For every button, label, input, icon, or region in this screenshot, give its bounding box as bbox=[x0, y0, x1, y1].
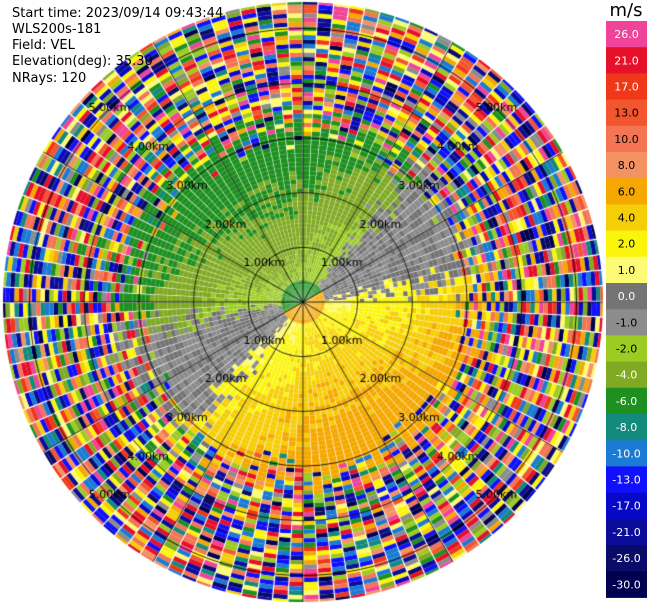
colorbar-tick-label: -30.0 bbox=[612, 578, 640, 591]
colorbar-tick-label: 21.0 bbox=[614, 54, 639, 67]
elevation-label: Elevation(deg): 35.30 bbox=[12, 54, 153, 69]
colorbar-tick-label: 1.0 bbox=[618, 264, 636, 277]
colorbar-tick-label: -2.0 bbox=[616, 343, 637, 356]
colorbar-segment bbox=[606, 414, 647, 441]
colorbar-tick-label: -8.0 bbox=[616, 421, 637, 434]
colorbar-segment bbox=[606, 335, 647, 363]
colorbar-tick-label: -1.0 bbox=[616, 316, 637, 329]
ppi-velocity-plot bbox=[0, 0, 606, 607]
colorbar-segment bbox=[606, 256, 647, 284]
colorbar-segment bbox=[606, 73, 647, 101]
colorbar-segment bbox=[606, 283, 647, 310]
colorbar-tick-label: -17.0 bbox=[612, 500, 640, 513]
colorbar-tick-label: 17.0 bbox=[614, 81, 639, 94]
field-label: Field: VEL bbox=[12, 38, 75, 53]
colorbar-segment bbox=[606, 204, 647, 232]
colorbar-tick-label: -4.0 bbox=[616, 369, 637, 382]
colorbar-segment bbox=[606, 545, 647, 572]
colorbar-tick-label: -6.0 bbox=[616, 395, 637, 408]
colorbar-tick-label: 4.0 bbox=[618, 212, 636, 225]
colorbar-segment bbox=[606, 125, 647, 153]
colorbar-segment bbox=[606, 47, 647, 74]
colorbar-segment bbox=[606, 152, 647, 179]
colorbar-segment bbox=[606, 440, 647, 467]
colorbar-segment bbox=[606, 361, 647, 389]
colorbar-segment bbox=[606, 309, 647, 336]
colorbar-tick-label: -21.0 bbox=[612, 526, 640, 539]
colorbar-unit: m/s bbox=[609, 0, 643, 21]
colorbar-segment bbox=[606, 571, 647, 598]
colorbar-segment bbox=[606, 99, 647, 127]
colorbar-segment bbox=[606, 518, 647, 546]
colorbar-tick-label: 6.0 bbox=[618, 185, 636, 198]
colorbar-tick-label: 0.0 bbox=[618, 290, 636, 303]
colorbar-segment bbox=[606, 178, 647, 205]
colorbar-segment bbox=[606, 21, 647, 48]
colorbar-segment bbox=[606, 230, 647, 258]
colorbar-tick-label: -13.0 bbox=[612, 474, 640, 487]
colorbar: 26.0 21.0 17.0 13.0 10.0 8.0 6.0 4.0 2.0 1.0 0.0 -1… bbox=[606, 21, 647, 598]
start-time-label: Start time: 2023/09/14 09:43:44 bbox=[12, 6, 224, 21]
colorbar-tick-label: 13.0 bbox=[614, 107, 639, 120]
instrument-label: WLS200s-181 bbox=[12, 22, 102, 37]
colorbar-tick-label: 8.0 bbox=[618, 159, 636, 172]
colorbar-tick-label: -26.0 bbox=[612, 552, 640, 565]
colorbar-segment bbox=[606, 387, 647, 415]
colorbar-segment bbox=[606, 492, 647, 520]
colorbar-tick-label: 26.0 bbox=[614, 28, 639, 41]
colorbar-tick-label: 2.0 bbox=[618, 238, 636, 251]
nrays-label: NRays: 120 bbox=[12, 71, 87, 86]
colorbar-segment bbox=[606, 466, 647, 494]
colorbar-tick-label: 10.0 bbox=[614, 133, 639, 146]
colorbar-tick-label: -10.0 bbox=[612, 447, 640, 460]
